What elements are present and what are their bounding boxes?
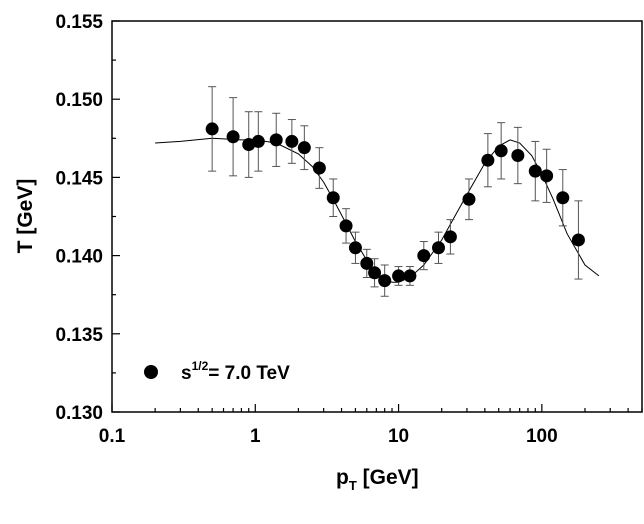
- x-tick-label: 10: [388, 426, 409, 447]
- x-tick-label: 0.1: [99, 426, 126, 447]
- x-axis: 0.1 1 10 100: [99, 404, 643, 447]
- legend: s1/2= 7.0 TeV: [144, 359, 290, 384]
- data-point: [297, 141, 311, 155]
- legend-label-rest: = 7.0 TeV: [208, 363, 290, 384]
- legend-label: s1/2= 7.0 TeV: [181, 359, 290, 384]
- data-point: [443, 230, 457, 244]
- data-point: [285, 134, 299, 148]
- y-axis-title: T [GeV]: [14, 179, 37, 254]
- data-point: [571, 233, 585, 247]
- y-axis: 0.130 0.135 0.140 0.145 0.150 0.155: [55, 12, 120, 424]
- data-point: [339, 219, 353, 233]
- data-point: [462, 192, 476, 206]
- data-point: [205, 122, 219, 136]
- data-point: [481, 153, 495, 167]
- x-axis-title-subscript: T: [349, 478, 357, 493]
- data-point: [326, 191, 340, 205]
- data-point: [378, 274, 392, 288]
- legend-label-superscript: 1/2: [192, 359, 209, 373]
- data-point: [269, 133, 283, 147]
- error-bars: [208, 86, 583, 297]
- data-point: [368, 266, 382, 280]
- x-axis-title-unit: [GeV]: [357, 466, 419, 489]
- y-tick-label: 0.145: [55, 168, 103, 189]
- legend-label-base: s: [181, 363, 192, 384]
- data-points: [205, 122, 585, 288]
- data-point: [494, 144, 508, 158]
- data-point: [226, 130, 240, 144]
- data-point: [556, 191, 570, 205]
- data-point: [528, 164, 542, 178]
- data-point: [403, 269, 417, 283]
- x-axis-title: pT [GeV]: [336, 466, 419, 493]
- y-tick-label: 0.140: [55, 247, 103, 268]
- data-point: [348, 241, 362, 255]
- data-point: [432, 241, 446, 255]
- x-tick-label: 100: [526, 426, 558, 447]
- data-point: [360, 256, 374, 270]
- y-tick-label: 0.135: [55, 325, 103, 346]
- data-point: [312, 161, 326, 175]
- data-point: [540, 169, 554, 183]
- y-tick-label: 0.150: [55, 90, 103, 111]
- data-point: [417, 249, 431, 263]
- legend-marker: [144, 365, 158, 379]
- y-tick-label: 0.155: [55, 12, 103, 33]
- data-point: [251, 134, 265, 148]
- data-point: [511, 149, 525, 163]
- data-point: [392, 269, 406, 283]
- fit-curve: [155, 137, 600, 283]
- x-tick-label: 1: [250, 426, 261, 447]
- x-axis-title-base: p: [336, 466, 349, 489]
- y-tick-label: 0.130: [55, 403, 103, 424]
